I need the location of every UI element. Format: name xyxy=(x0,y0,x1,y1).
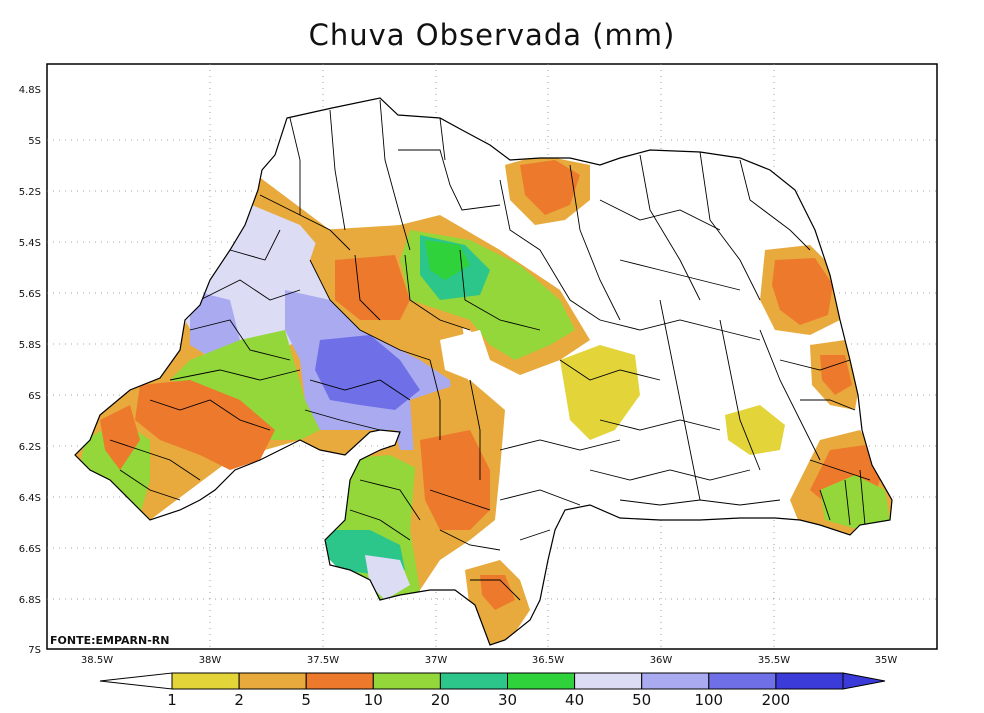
lon-tick-label: 36.5W xyxy=(532,655,564,666)
colorbar-label: 40 xyxy=(565,691,584,709)
colorbar-swatch xyxy=(238,672,307,690)
lon-tick-label: 35.5W xyxy=(758,655,790,666)
lat-tick-label: 5.2S xyxy=(19,187,41,198)
colorbar-label: 30 xyxy=(498,691,517,709)
lat-tick-label: 6.8S xyxy=(19,595,41,606)
lon-tick-label: 38W xyxy=(199,655,222,666)
colorbar-label: 2 xyxy=(234,691,244,709)
lon-tick-label: 35W xyxy=(875,655,898,666)
colorbar-low-triangle xyxy=(99,672,173,690)
lat-tick-label: 5.8S xyxy=(19,340,41,351)
lat-tick-label: 6S xyxy=(28,391,41,402)
colorbar-label: 200 xyxy=(762,691,791,709)
colorbar-label: 5 xyxy=(301,691,311,709)
lat-tick-label: 6.2S xyxy=(19,442,41,453)
colorbar-swatch xyxy=(775,672,844,690)
latitude-axis: 4.8S 5S 5.2S 5.4S 5.6S 5.8S 6S 6.2S 6.4S… xyxy=(19,85,41,656)
lat-tick-label: 6.4S xyxy=(19,493,41,504)
colorbar-swatch xyxy=(641,672,710,690)
rio-grande-do-norte-state xyxy=(74,97,893,646)
longitude-axis: 38.5W 38W 37.5W 37W 36.5W 36W 35.5W 35W xyxy=(81,655,897,666)
colorbar-swatch xyxy=(708,672,777,690)
colorbar-swatch xyxy=(574,672,643,690)
colorbar-swatch xyxy=(305,672,374,690)
colorbar-label: 10 xyxy=(364,691,383,709)
colorbar-label: 1 xyxy=(167,691,177,709)
lat-tick-label: 6.6S xyxy=(19,544,41,555)
source-label: FONTE:EMPARN-RN xyxy=(50,634,169,647)
colorbar-swatch xyxy=(372,672,441,690)
municipality-boundaries xyxy=(109,99,871,601)
lat-tick-label: 5S xyxy=(28,136,41,147)
colorbar-swatch xyxy=(171,672,240,690)
lat-tick-label: 5.6S xyxy=(19,289,41,300)
colorbar-high-triangle xyxy=(842,672,886,690)
lon-tick-label: 38.5W xyxy=(81,655,113,666)
state-outline xyxy=(74,97,893,646)
colorbar: 1 2 5 10 20 30 40 50 100 200 xyxy=(99,672,886,709)
lon-tick-label: 36W xyxy=(650,655,673,666)
colorbar-label: 50 xyxy=(632,691,651,709)
lat-tick-label: 5.4S xyxy=(19,238,41,249)
colorbar-swatch xyxy=(507,672,576,690)
lon-tick-label: 37.5W xyxy=(307,655,339,666)
colorbar-swatch xyxy=(439,672,508,690)
colorbar-label: 100 xyxy=(694,691,723,709)
lon-tick-label: 37W xyxy=(425,655,448,666)
map-title: Chuva Observada (mm) xyxy=(308,18,676,52)
colorbar-label: 20 xyxy=(431,691,450,709)
lat-tick-label: 4.8S xyxy=(19,85,41,96)
lat-tick-label: 7S xyxy=(28,645,41,656)
